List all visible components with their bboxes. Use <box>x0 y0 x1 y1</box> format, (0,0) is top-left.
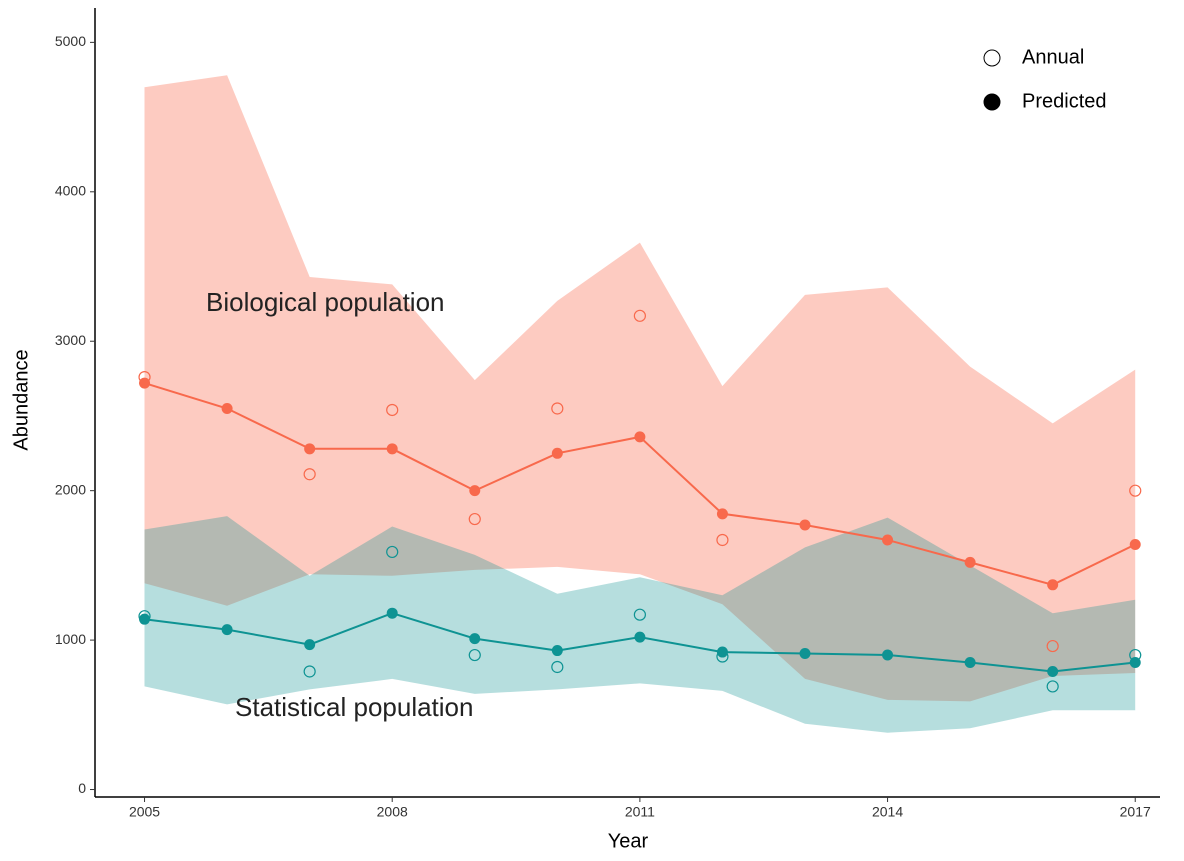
predicted-point <box>799 648 811 660</box>
annual-point <box>551 660 564 674</box>
x-tick-label: 2014 <box>872 804 903 820</box>
predicted-point <box>634 431 646 443</box>
annual-point <box>633 608 646 621</box>
annual-point <box>1129 484 1142 497</box>
annual-point <box>303 468 316 481</box>
x-axis-title: Year <box>608 830 649 852</box>
series-label: Statistical population <box>235 692 473 722</box>
annual-point <box>1046 680 1059 693</box>
predicted-point <box>304 443 316 455</box>
annual-point <box>303 665 316 678</box>
annual-point <box>716 650 729 663</box>
annual-point <box>386 545 399 559</box>
annual-point <box>138 370 151 384</box>
predicted-point <box>386 607 398 619</box>
predicted-point <box>551 447 563 459</box>
series-label: Biological population <box>206 287 445 317</box>
predicted-point <box>386 443 398 455</box>
predicted-point <box>716 646 728 658</box>
legend-label: Predicted <box>1022 90 1107 112</box>
predicted-point <box>882 534 894 546</box>
predicted-point <box>221 402 233 414</box>
legend-key-open <box>983 49 1001 67</box>
annual-point <box>386 403 399 417</box>
predicted-point <box>634 631 646 643</box>
y-tick-label: 0 <box>78 780 86 796</box>
annual-point <box>716 533 729 547</box>
y-tick-label: 2000 <box>55 481 86 497</box>
predicted-point <box>1047 579 1059 591</box>
predicted-point <box>139 613 151 625</box>
predicted-point <box>882 649 894 661</box>
confidence-band <box>144 516 1136 733</box>
predicted-point <box>716 508 728 520</box>
annual-point <box>1046 639 1059 653</box>
predicted-point <box>964 657 976 669</box>
y-axis-title: Abundance <box>10 349 32 450</box>
predicted-point <box>964 556 976 568</box>
legend-label: Annual <box>1022 46 1084 68</box>
y-tick-label: 3000 <box>55 332 86 348</box>
x-tick-label: 2005 <box>129 804 160 820</box>
predicted-point <box>469 485 481 497</box>
y-tick-label: 4000 <box>55 183 86 199</box>
predicted-point <box>1047 665 1059 677</box>
predicted-point <box>799 519 811 531</box>
predicted-point <box>221 624 233 636</box>
y-tick-label: 1000 <box>55 631 86 647</box>
annual-point <box>633 309 646 322</box>
legend-key-filled <box>983 93 1001 111</box>
annual-point <box>468 512 481 526</box>
x-tick-label: 2017 <box>1120 804 1151 820</box>
annual-point <box>468 648 481 662</box>
predicted-point <box>1129 538 1141 550</box>
annual-point <box>1129 648 1142 662</box>
x-tick-label: 2008 <box>377 804 408 820</box>
annual-point <box>551 402 564 415</box>
annual-point <box>138 610 151 623</box>
predicted-point <box>551 645 563 657</box>
y-tick-label: 5000 <box>55 33 86 49</box>
x-tick-label: 2011 <box>625 804 655 820</box>
predicted-point <box>304 639 316 651</box>
predicted-point <box>469 633 481 645</box>
